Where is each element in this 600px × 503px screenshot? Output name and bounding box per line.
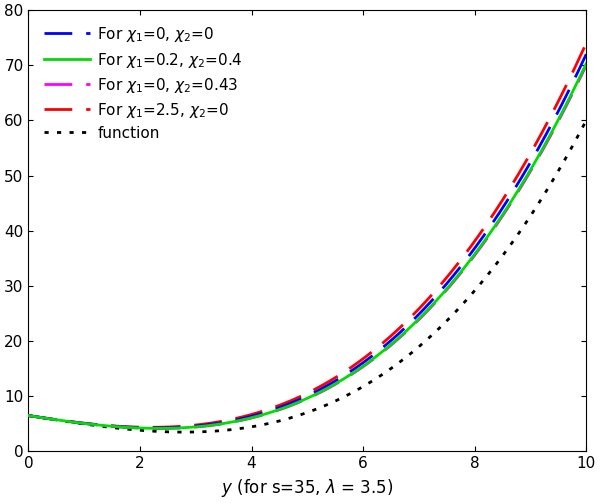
Line: For $\chi_1$=0.2, $\chi_2$=0.4: For $\chi_1$=0.2, $\chi_2$=0.4 — [28, 64, 586, 429]
For $\chi_1$=0, $\chi_2$=0.43 — [156, 426, 163, 432]
For $\chi_1$=0.2, $\chi_2$=0.4 — [53, 417, 61, 423]
For $\chi_1$=0, $\chi_2$=0.43 — [567, 95, 574, 101]
function — [296, 412, 304, 418]
For $\chi_1$=2.5, $\chi_2$=0 — [464, 247, 472, 254]
For $\chi_1$=0, $\chi_2$=0.43 — [25, 412, 32, 418]
function — [583, 117, 590, 123]
For $\chi_1$=0, $\chi_2$=0 — [152, 425, 159, 431]
For $\chi_1$=2.5, $\chi_2$=0 — [296, 394, 304, 400]
function — [566, 147, 574, 153]
For $\chi_1$=0.2, $\chi_2$=0.4 — [464, 260, 472, 266]
Legend: For $\chi_1$=0, $\chi_2$=0, For $\chi_1$=0.2, $\chi_2$=0.4, For $\chi_1$=0, $\ch: For $\chi_1$=0, $\chi_2$=0, For $\chi_1$… — [36, 18, 251, 148]
For $\chi_1$=0, $\chi_2$=0 — [566, 85, 574, 91]
For $\chi_1$=0, $\chi_2$=0 — [583, 51, 590, 57]
For $\chi_1$=0.2, $\chi_2$=0.4 — [296, 398, 304, 404]
X-axis label: $y$ (for s=35, $\lambda$ = 3.5): $y$ (for s=35, $\lambda$ = 3.5) — [221, 477, 394, 499]
function — [464, 295, 472, 301]
For $\chi_1$=0, $\chi_2$=0 — [567, 85, 574, 91]
function — [281, 416, 289, 423]
For $\chi_1$=2.5, $\chi_2$=0 — [566, 74, 574, 80]
function — [53, 417, 61, 423]
Line: For $\chi_1$=0, $\chi_2$=0: For $\chi_1$=0, $\chi_2$=0 — [28, 54, 586, 428]
For $\chi_1$=0.2, $\chi_2$=0.4 — [566, 94, 574, 100]
For $\chi_1$=2.5, $\chi_2$=0 — [583, 40, 590, 46]
For $\chi_1$=0, $\chi_2$=0.43 — [53, 417, 61, 423]
For $\chi_1$=0, $\chi_2$=0.43 — [296, 399, 304, 405]
For $\chi_1$=2.5, $\chi_2$=0 — [148, 425, 155, 431]
For $\chi_1$=0, $\chi_2$=0 — [296, 396, 304, 402]
For $\chi_1$=0, $\chi_2$=0 — [53, 417, 61, 423]
For $\chi_1$=2.5, $\chi_2$=0 — [53, 417, 61, 423]
Line: For $\chi_1$=2.5, $\chi_2$=0: For $\chi_1$=2.5, $\chi_2$=0 — [28, 43, 586, 428]
For $\chi_1$=0.2, $\chi_2$=0.4 — [567, 94, 574, 100]
For $\chi_1$=0, $\chi_2$=0.43 — [566, 96, 574, 102]
function — [567, 147, 574, 153]
function — [25, 412, 32, 418]
Line: For $\chi_1$=0, $\chi_2$=0.43: For $\chi_1$=0, $\chi_2$=0.43 — [28, 65, 586, 429]
For $\chi_1$=0, $\chi_2$=0 — [464, 254, 472, 260]
Line: function: function — [28, 120, 586, 432]
For $\chi_1$=0.2, $\chi_2$=0.4 — [25, 412, 32, 418]
For $\chi_1$=0.2, $\chi_2$=0.4 — [583, 61, 590, 67]
For $\chi_1$=0, $\chi_2$=0 — [281, 402, 289, 408]
For $\chi_1$=2.5, $\chi_2$=0 — [567, 74, 574, 80]
For $\chi_1$=0, $\chi_2$=0.43 — [583, 62, 590, 68]
For $\chi_1$=2.5, $\chi_2$=0 — [281, 400, 289, 406]
For $\chi_1$=0.2, $\chi_2$=0.4 — [281, 404, 289, 410]
For $\chi_1$=0.2, $\chi_2$=0.4 — [155, 426, 163, 432]
For $\chi_1$=2.5, $\chi_2$=0 — [25, 412, 32, 418]
For $\chi_1$=0, $\chi_2$=0 — [25, 412, 32, 418]
function — [181, 429, 188, 435]
For $\chi_1$=0, $\chi_2$=0.43 — [464, 261, 472, 267]
For $\chi_1$=0, $\chi_2$=0.43 — [281, 405, 289, 411]
